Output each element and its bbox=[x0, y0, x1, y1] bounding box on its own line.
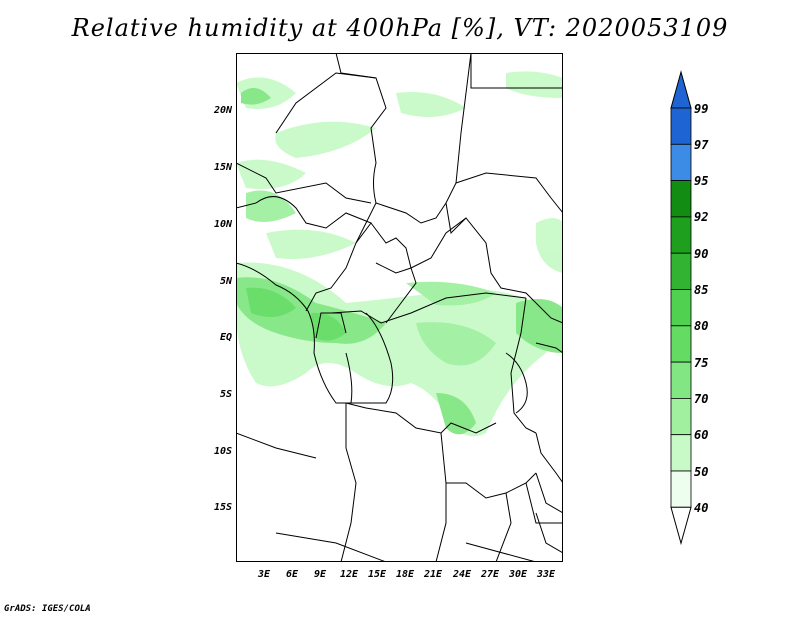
lat-label: 15S bbox=[213, 502, 232, 513]
lon-label: 9E bbox=[313, 569, 327, 580]
colorbar-segment bbox=[670, 252, 692, 290]
colorbar-segment bbox=[670, 434, 692, 472]
colorbar-label: 95 bbox=[694, 174, 709, 188]
lon-label: 15E bbox=[367, 569, 387, 580]
colorbar-bottom-arrow bbox=[670, 506, 692, 546]
humidity-blob bbox=[506, 71, 563, 98]
colorbar-top-arrow bbox=[670, 70, 692, 109]
colorbar-segment bbox=[670, 180, 692, 218]
humidity-blob bbox=[236, 159, 306, 189]
humidity-blob bbox=[536, 218, 563, 273]
lat-label: 5N bbox=[219, 276, 232, 287]
colorbar-segment bbox=[670, 289, 692, 327]
lon-label: 33E bbox=[536, 569, 556, 580]
colorbar-label: 70 bbox=[694, 392, 709, 406]
colorbar-label: 60 bbox=[694, 428, 709, 442]
map-frame bbox=[236, 53, 563, 562]
lat-label: 20N bbox=[213, 105, 232, 116]
humidity-blob bbox=[416, 322, 496, 366]
colorbar-label: 80 bbox=[694, 319, 709, 333]
humidity-blob bbox=[516, 299, 563, 353]
lon-label: 21E bbox=[423, 569, 443, 580]
humidity-blob bbox=[266, 229, 356, 259]
lat-label: 15N bbox=[213, 162, 232, 173]
colorbar-segment bbox=[670, 325, 692, 363]
map-plot bbox=[236, 53, 563, 562]
lon-label: 12E bbox=[339, 569, 359, 580]
lat-label: 10S bbox=[213, 446, 232, 457]
colorbar-segment bbox=[670, 361, 692, 399]
colorbar-label: 99 bbox=[694, 102, 709, 116]
lon-label: 24E bbox=[452, 569, 472, 580]
humidity-blob bbox=[241, 88, 271, 105]
humidity-blob bbox=[246, 190, 296, 222]
humidity-blob bbox=[436, 393, 476, 435]
colorbar-segment bbox=[670, 470, 692, 508]
lon-label: 27E bbox=[480, 569, 500, 580]
chart-title: Relative humidity at 400hPa [%], VT: 202… bbox=[71, 14, 729, 42]
humidity-blob bbox=[396, 92, 466, 117]
colorbar-segment bbox=[670, 107, 692, 145]
colorbar-label: 90 bbox=[694, 247, 709, 261]
lon-label: 18E bbox=[395, 569, 415, 580]
humidity-field bbox=[236, 71, 563, 437]
lon-label: 30E bbox=[508, 569, 528, 580]
humidity-blob bbox=[406, 281, 496, 306]
colorbar-segment bbox=[670, 216, 692, 254]
colorbar-segment bbox=[670, 143, 692, 182]
colorbar-label: 97 bbox=[694, 138, 709, 152]
lon-label: 3E bbox=[257, 569, 271, 580]
lat-label: 10N bbox=[213, 219, 232, 230]
colorbar-label: 85 bbox=[694, 283, 709, 297]
humidity-blob bbox=[275, 121, 376, 158]
humidity-blob bbox=[246, 287, 296, 317]
lat-label: EQ bbox=[219, 332, 232, 343]
footer-credit: GrADS: IGES/COLA bbox=[4, 604, 91, 614]
colorbar-label: 40 bbox=[694, 501, 709, 515]
colorbar-label: 92 bbox=[694, 210, 709, 224]
colorbar bbox=[670, 70, 692, 546]
colorbar-label: 75 bbox=[694, 356, 709, 370]
borders bbox=[236, 53, 563, 562]
lon-label: 6E bbox=[285, 569, 299, 580]
lat-label: 5S bbox=[219, 389, 232, 400]
colorbar-segment bbox=[670, 397, 692, 436]
colorbar-label: 50 bbox=[694, 465, 709, 479]
